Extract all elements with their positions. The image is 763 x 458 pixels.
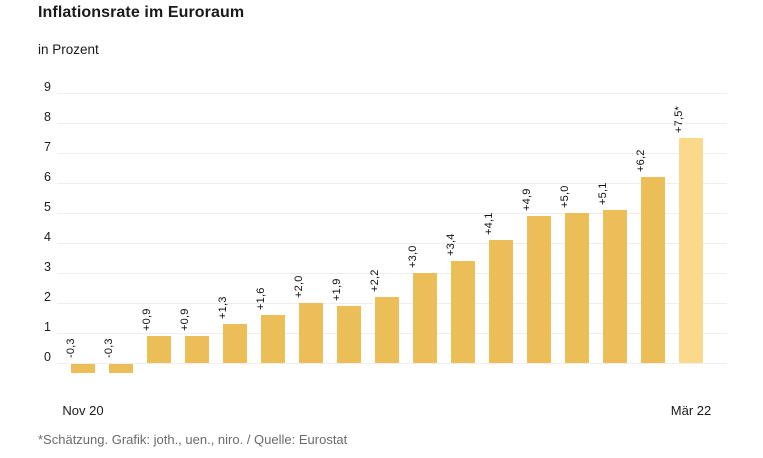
bar-14 bbox=[603, 210, 627, 363]
bar-value-label-5: +1,6 bbox=[255, 287, 267, 310]
bar-5 bbox=[261, 315, 285, 363]
gridline-9 bbox=[57, 93, 727, 94]
bar-9 bbox=[413, 273, 437, 363]
bar-8 bbox=[375, 297, 399, 363]
x-axis-label-start: Nov 20 bbox=[62, 403, 104, 418]
bar-value-label-9: +3,0 bbox=[407, 245, 419, 268]
gridline-7 bbox=[57, 153, 727, 154]
gridline-5 bbox=[57, 213, 727, 214]
bar-13 bbox=[565, 213, 589, 363]
y-tick-label-1: 1 bbox=[44, 320, 51, 334]
y-tick-label-3: 3 bbox=[44, 260, 51, 274]
gridline-3 bbox=[57, 273, 727, 274]
y-tick-label-7: 7 bbox=[44, 140, 51, 154]
y-tick-label-0: 0 bbox=[44, 350, 51, 364]
bar-12 bbox=[527, 216, 551, 363]
bar-value-label-4: +1,3 bbox=[217, 296, 229, 319]
bar-11 bbox=[489, 240, 513, 363]
chart-subtitle: in Prozent bbox=[38, 42, 99, 57]
bar-7 bbox=[337, 306, 361, 363]
y-tick-label-2: 2 bbox=[44, 290, 51, 304]
bar-6 bbox=[299, 303, 323, 363]
gridline-4 bbox=[57, 243, 727, 244]
bar-value-label-10: +3,4 bbox=[445, 233, 457, 256]
bar-2 bbox=[147, 336, 171, 363]
y-tick-label-4: 4 bbox=[44, 230, 51, 244]
bar-10 bbox=[451, 261, 475, 363]
bar-value-label-16: +7,5* bbox=[673, 106, 685, 133]
bar-value-label-14: +5,1 bbox=[597, 182, 609, 205]
bar-value-label-15: +6,2 bbox=[635, 149, 647, 172]
gridline-8 bbox=[57, 123, 727, 124]
bar-value-label-12: +4,9 bbox=[521, 188, 533, 211]
bar-value-label-2: +0,9 bbox=[141, 308, 153, 331]
bar-4 bbox=[223, 324, 247, 363]
footer-note: *Schätzung. Grafik: joth., uen., niro. /… bbox=[38, 432, 348, 447]
bar-value-label-1: -0,3 bbox=[103, 338, 115, 358]
bar-value-label-7: +1,9 bbox=[331, 278, 343, 301]
bar-value-label-3: +0,9 bbox=[179, 308, 191, 331]
y-tick-label-8: 8 bbox=[44, 110, 51, 124]
bar-value-label-11: +4,1 bbox=[483, 212, 495, 235]
bar-value-label-13: +5,0 bbox=[559, 185, 571, 208]
y-tick-label-5: 5 bbox=[44, 200, 51, 214]
bar-0 bbox=[71, 364, 95, 373]
bar-3 bbox=[185, 336, 209, 363]
bar-value-label-6: +2,0 bbox=[293, 275, 305, 298]
x-axis-label-end: Mär 22 bbox=[670, 403, 712, 418]
bar-value-label-0: -0,3 bbox=[65, 338, 77, 358]
bar-16 bbox=[679, 138, 703, 363]
gridline-0 bbox=[57, 363, 727, 364]
gridline-6 bbox=[57, 183, 727, 184]
chart-title: Inflationsrate im Euroraum bbox=[38, 4, 245, 21]
plot-area: Nov 20 Mär 22 0 1 2 3 4 5 6 7 8 9 -0,3 -0,3 +0,9 +0,9… bbox=[44, 80, 727, 418]
y-tick-label-9: 9 bbox=[44, 80, 51, 94]
bar-1 bbox=[109, 364, 133, 373]
bar-15 bbox=[641, 177, 665, 363]
y-tick-label-6: 6 bbox=[44, 170, 51, 184]
bar-value-label-8: +2,2 bbox=[369, 269, 381, 292]
